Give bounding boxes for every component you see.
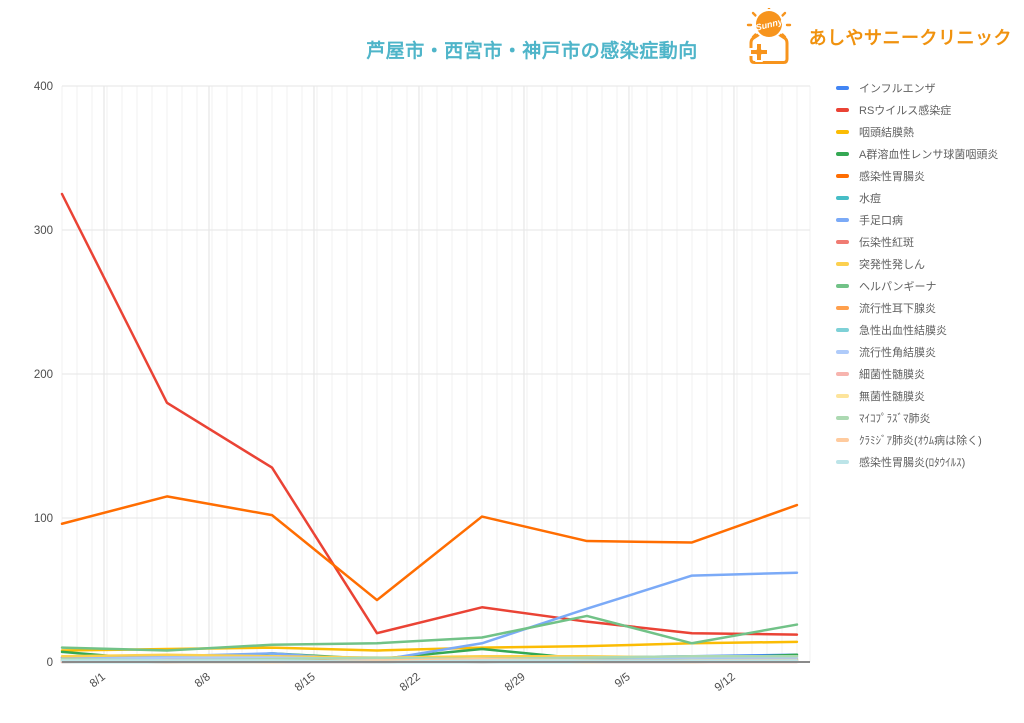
legend-label: A群溶血性レンサ球菌咽頭炎 [859, 149, 999, 161]
legend-swatch [836, 240, 849, 244]
series-line-10[interactable] [60, 614, 799, 652]
svg-text:200: 200 [34, 369, 53, 381]
legend-item: 流行性角結膜炎 [836, 341, 998, 363]
legend-label: RSウイルス感染症 [859, 105, 952, 117]
legend-item: 手足口病 [836, 209, 998, 231]
legend-label: 伝染性紅斑 [859, 237, 914, 249]
legend-item: ﾏｲｺﾌﾟﾗｽﾞﾏ肺炎 [836, 407, 998, 429]
legend-item: 感染性胃腸炎 [836, 165, 998, 187]
legend-label: ﾏｲｺﾌﾟﾗｽﾞﾏ肺炎 [859, 413, 931, 425]
legend-item: ｸﾗﾐｼﾞｱ肺炎(ｵｳﾑ病は除く) [836, 429, 998, 451]
legend-label: 急性出血性結膜炎 [859, 325, 947, 337]
svg-text:300: 300 [34, 225, 53, 237]
legend-swatch [836, 460, 849, 464]
legend-label: 感染性胃腸炎(ﾛﾀｳｲﾙｽ) [859, 457, 966, 469]
legend-item: A群溶血性レンサ球菌咽頭炎 [836, 143, 998, 165]
svg-text:9/5: 9/5 [613, 671, 633, 690]
chart-title: 芦屋市・西宮市・神戸市の感染症動向 [366, 41, 698, 62]
series-line-5[interactable] [60, 495, 799, 602]
legend-item: インフルエンザ [836, 77, 998, 99]
svg-text:100: 100 [34, 513, 53, 525]
legend-swatch [836, 438, 849, 442]
legend-label: 細菌性髄膜炎 [859, 369, 925, 381]
legend-label: 流行性角結膜炎 [859, 347, 936, 359]
chart-legend: インフルエンザ RSウイルス感染症 咽頭結膜熱 A群溶血性レンサ球菌咽頭炎 感染性胃腸炎… [836, 77, 998, 473]
legend-label: ヘルパンギーナ [859, 281, 937, 293]
svg-text:8/1: 8/1 [88, 671, 108, 690]
svg-text:9/12: 9/12 [713, 671, 738, 694]
legend-swatch [836, 130, 849, 134]
svg-text:8/15: 8/15 [293, 671, 318, 694]
legend-item: 伝染性紅斑 [836, 231, 998, 253]
legend-label: 流行性耳下腺炎 [859, 303, 936, 315]
legend-label: 手足口病 [859, 215, 903, 227]
legend-label: 突発性発しん [859, 259, 925, 271]
svg-text:400: 400 [34, 81, 53, 93]
legend-swatch [836, 86, 849, 90]
legend-swatch [836, 262, 849, 266]
legend-swatch [836, 372, 849, 376]
legend-item: 急性出血性結膜炎 [836, 319, 998, 341]
legend-swatch [836, 108, 849, 112]
y-axis-labels: 0 100 200 300 400 [34, 81, 53, 669]
svg-text:8/8: 8/8 [193, 671, 213, 690]
legend-item: 感染性胃腸炎(ﾛﾀｳｲﾙｽ) [836, 451, 998, 473]
svg-text:8/29: 8/29 [503, 671, 528, 694]
horizontal-gridlines [62, 85, 810, 519]
legend-label: インフルエンザ [859, 83, 936, 95]
sun-icon [755, 11, 782, 37]
legend-item: 水痘 [836, 187, 998, 209]
series-line-2[interactable] [60, 192, 799, 636]
x-axis-labels: 8/1 8/8 8/15 8/22 8/29 9/5 9/12 [88, 671, 738, 694]
legend-label: 感染性胃腸炎 [859, 171, 925, 183]
legend-item: 流行性耳下腺炎 [836, 297, 998, 319]
series-line-7[interactable] [60, 571, 799, 662]
legend-swatch [836, 218, 849, 222]
legend-swatch [836, 152, 849, 156]
clinic-logo: Sunny あしやサニークリニック [739, 8, 1012, 66]
legend-label: 水痘 [859, 193, 881, 205]
legend-label: 咽頭結膜熱 [859, 127, 914, 139]
svg-text:8/22: 8/22 [398, 671, 423, 694]
legend-swatch [836, 196, 849, 200]
legend-swatch [836, 174, 849, 178]
legend-swatch [836, 284, 849, 288]
medical-cross-icon [748, 42, 769, 62]
legend-item: RSウイルス感染症 [836, 99, 998, 121]
legend-swatch [836, 328, 849, 332]
legend-swatch [836, 350, 849, 354]
legend-label: ｸﾗﾐｼﾞｱ肺炎(ｵｳﾑ病は除く) [859, 435, 982, 447]
infection-trend-line-chart[interactable]: 0 100 200 300 400 8/1 8/8 8/15 8/22 8/29 9/5 9/12 [0, 0, 832, 723]
legend-swatch [836, 416, 849, 420]
legend-item: 無菌性髄膜炎 [836, 385, 998, 407]
series-lines [60, 192, 799, 664]
clinic-brand-text: あしやサニークリニック [808, 28, 1012, 48]
legend-swatch [836, 306, 849, 310]
legend-item: ヘルパンギーナ [836, 275, 998, 297]
legend-swatch [836, 394, 849, 398]
svg-text:0: 0 [47, 657, 53, 669]
clinic-logo-icon: Sunny [746, 8, 791, 64]
legend-label: 無菌性髄膜炎 [859, 391, 925, 403]
legend-item: 突発性発しん [836, 253, 998, 275]
legend-item: 細菌性髄膜炎 [836, 363, 998, 385]
legend-item: 咽頭結膜熱 [836, 121, 998, 143]
